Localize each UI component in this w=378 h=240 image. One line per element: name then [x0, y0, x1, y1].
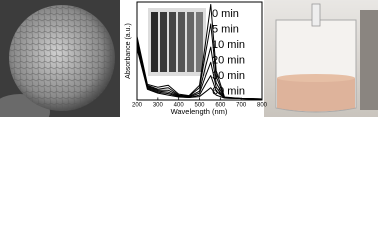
legend-label: 30 min: [212, 70, 245, 82]
x-tick-label: 800: [257, 103, 268, 109]
x-tick-label: 200: [132, 103, 143, 109]
x-tick-label: 300: [153, 103, 164, 109]
legend-label: 10 min: [212, 39, 245, 51]
vials-inset: [148, 8, 206, 76]
x-axis-title: Wavelength (nm): [171, 107, 228, 116]
x-tick-label: 600: [215, 103, 226, 109]
spectrum-line: [137, 48, 262, 100]
legend-label: 20 min: [212, 54, 245, 66]
beaker-photo: [264, 0, 378, 117]
legend-label: 0 min: [212, 8, 239, 20]
figure: Wavelength (nm) Absorbance (a.u.) 200 300…: [0, 0, 378, 117]
series-lines: [137, 3, 262, 100]
sem-image: [0, 0, 120, 117]
x-tick-label: 400: [174, 103, 185, 109]
x-tick-label: 500: [194, 103, 205, 109]
y-axis-title: Absorbance (a.u.): [125, 23, 132, 79]
legend-label: 60 min: [212, 85, 245, 97]
legend-label: 5 min: [212, 23, 239, 35]
x-tick-label: 700: [236, 103, 247, 109]
